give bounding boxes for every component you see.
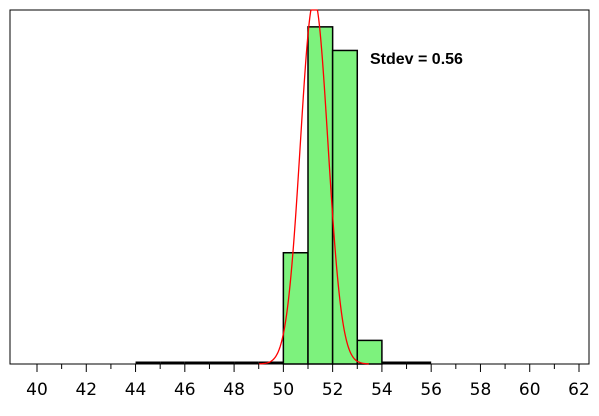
x-tick-label: 50 bbox=[273, 380, 295, 400]
x-tick-label: 42 bbox=[75, 380, 97, 400]
histogram-bar bbox=[307, 26, 334, 365]
x-axis-ticks bbox=[36, 364, 580, 372]
bars-group bbox=[282, 26, 383, 365]
histogram-bar bbox=[331, 49, 359, 365]
stdev-annotation: Stdev = 0.56 bbox=[370, 51, 463, 68]
x-tick-label: 54 bbox=[371, 380, 393, 400]
x-tick-label: 48 bbox=[223, 380, 245, 400]
x-tick-label: 62 bbox=[568, 380, 590, 400]
x-axis-labels: 40 42 44 46 48 50 52 54 56 58 60 62 bbox=[26, 380, 590, 400]
x-tick-label: 46 bbox=[174, 380, 196, 400]
x-tick-label: 40 bbox=[26, 380, 48, 400]
histogram-bar bbox=[356, 339, 383, 365]
normal-curve bbox=[258, 9, 369, 365]
x-tick-label: 56 bbox=[420, 380, 442, 400]
x-tick-label: 60 bbox=[519, 380, 541, 400]
x-tick-label: 58 bbox=[470, 380, 492, 400]
x-tick-label: 44 bbox=[125, 380, 147, 400]
x-tick-label: 52 bbox=[322, 380, 344, 400]
